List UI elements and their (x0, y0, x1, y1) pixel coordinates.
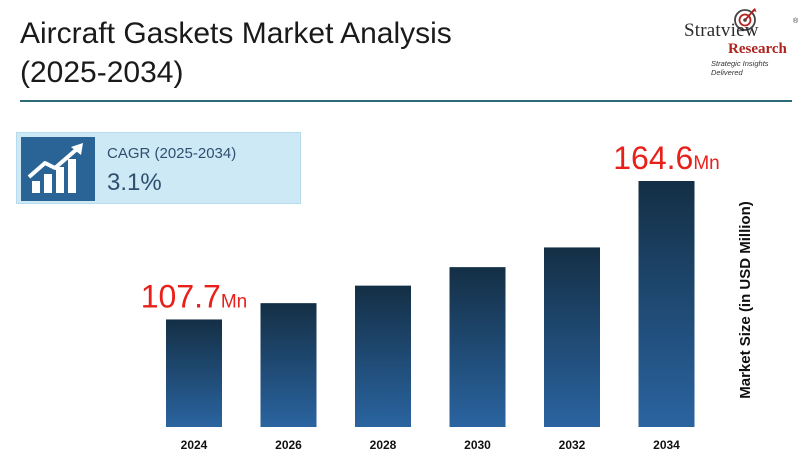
x-tick-2034: 2034 (653, 438, 680, 452)
title-line-1: Aircraft Gaskets Market Analysis (20, 17, 452, 50)
bar-2034 (638, 181, 695, 427)
value-label-2034: 164.6Mn (613, 140, 719, 176)
logo-word-stratview: Stratview (684, 20, 759, 41)
value-label-2024: 107.7Mn (141, 278, 247, 314)
cagr-value: 3.1% (107, 169, 162, 196)
x-tick-2032: 2032 (559, 438, 586, 452)
y-axis-label: Market Size (in USD Million) (737, 201, 754, 399)
x-tick-2028: 2028 (370, 438, 397, 452)
x-tick-2030: 2030 (464, 438, 491, 452)
cagr-label: CAGR (2025-2034) (107, 145, 237, 162)
x-tick-2024: 2024 (181, 438, 208, 452)
title-line-2: (2025-2034) (20, 56, 184, 89)
bars-group (166, 181, 695, 427)
title-divider (20, 100, 792, 102)
cagr-panel: CAGR (2025-2034) 3.1% (16, 132, 301, 204)
logo-word-research: Research (728, 41, 787, 57)
bar-2032 (544, 247, 600, 427)
bar-2024 (166, 319, 222, 427)
bar-2030 (449, 267, 506, 427)
bar-2026 (260, 303, 317, 427)
target-arrow-icon (734, 8, 757, 31)
bar-2028 (355, 285, 411, 427)
logo-tagline: Strategic Insights Delivered (711, 59, 769, 77)
company-logo: Stratview ® Research Strategic Insights … (660, 6, 800, 77)
value-annotations: 107.7Mn 164.6Mn (141, 140, 720, 314)
page-title: Aircraft Gaskets Market Analysis (2025-2… (20, 14, 540, 92)
x-axis-ticks: 2024 2026 2028 2030 2032 2034 (181, 438, 681, 452)
logo-registered-mark: ® (793, 18, 799, 25)
x-tick-2026: 2026 (275, 438, 302, 452)
growth-chart-icon (21, 137, 95, 201)
